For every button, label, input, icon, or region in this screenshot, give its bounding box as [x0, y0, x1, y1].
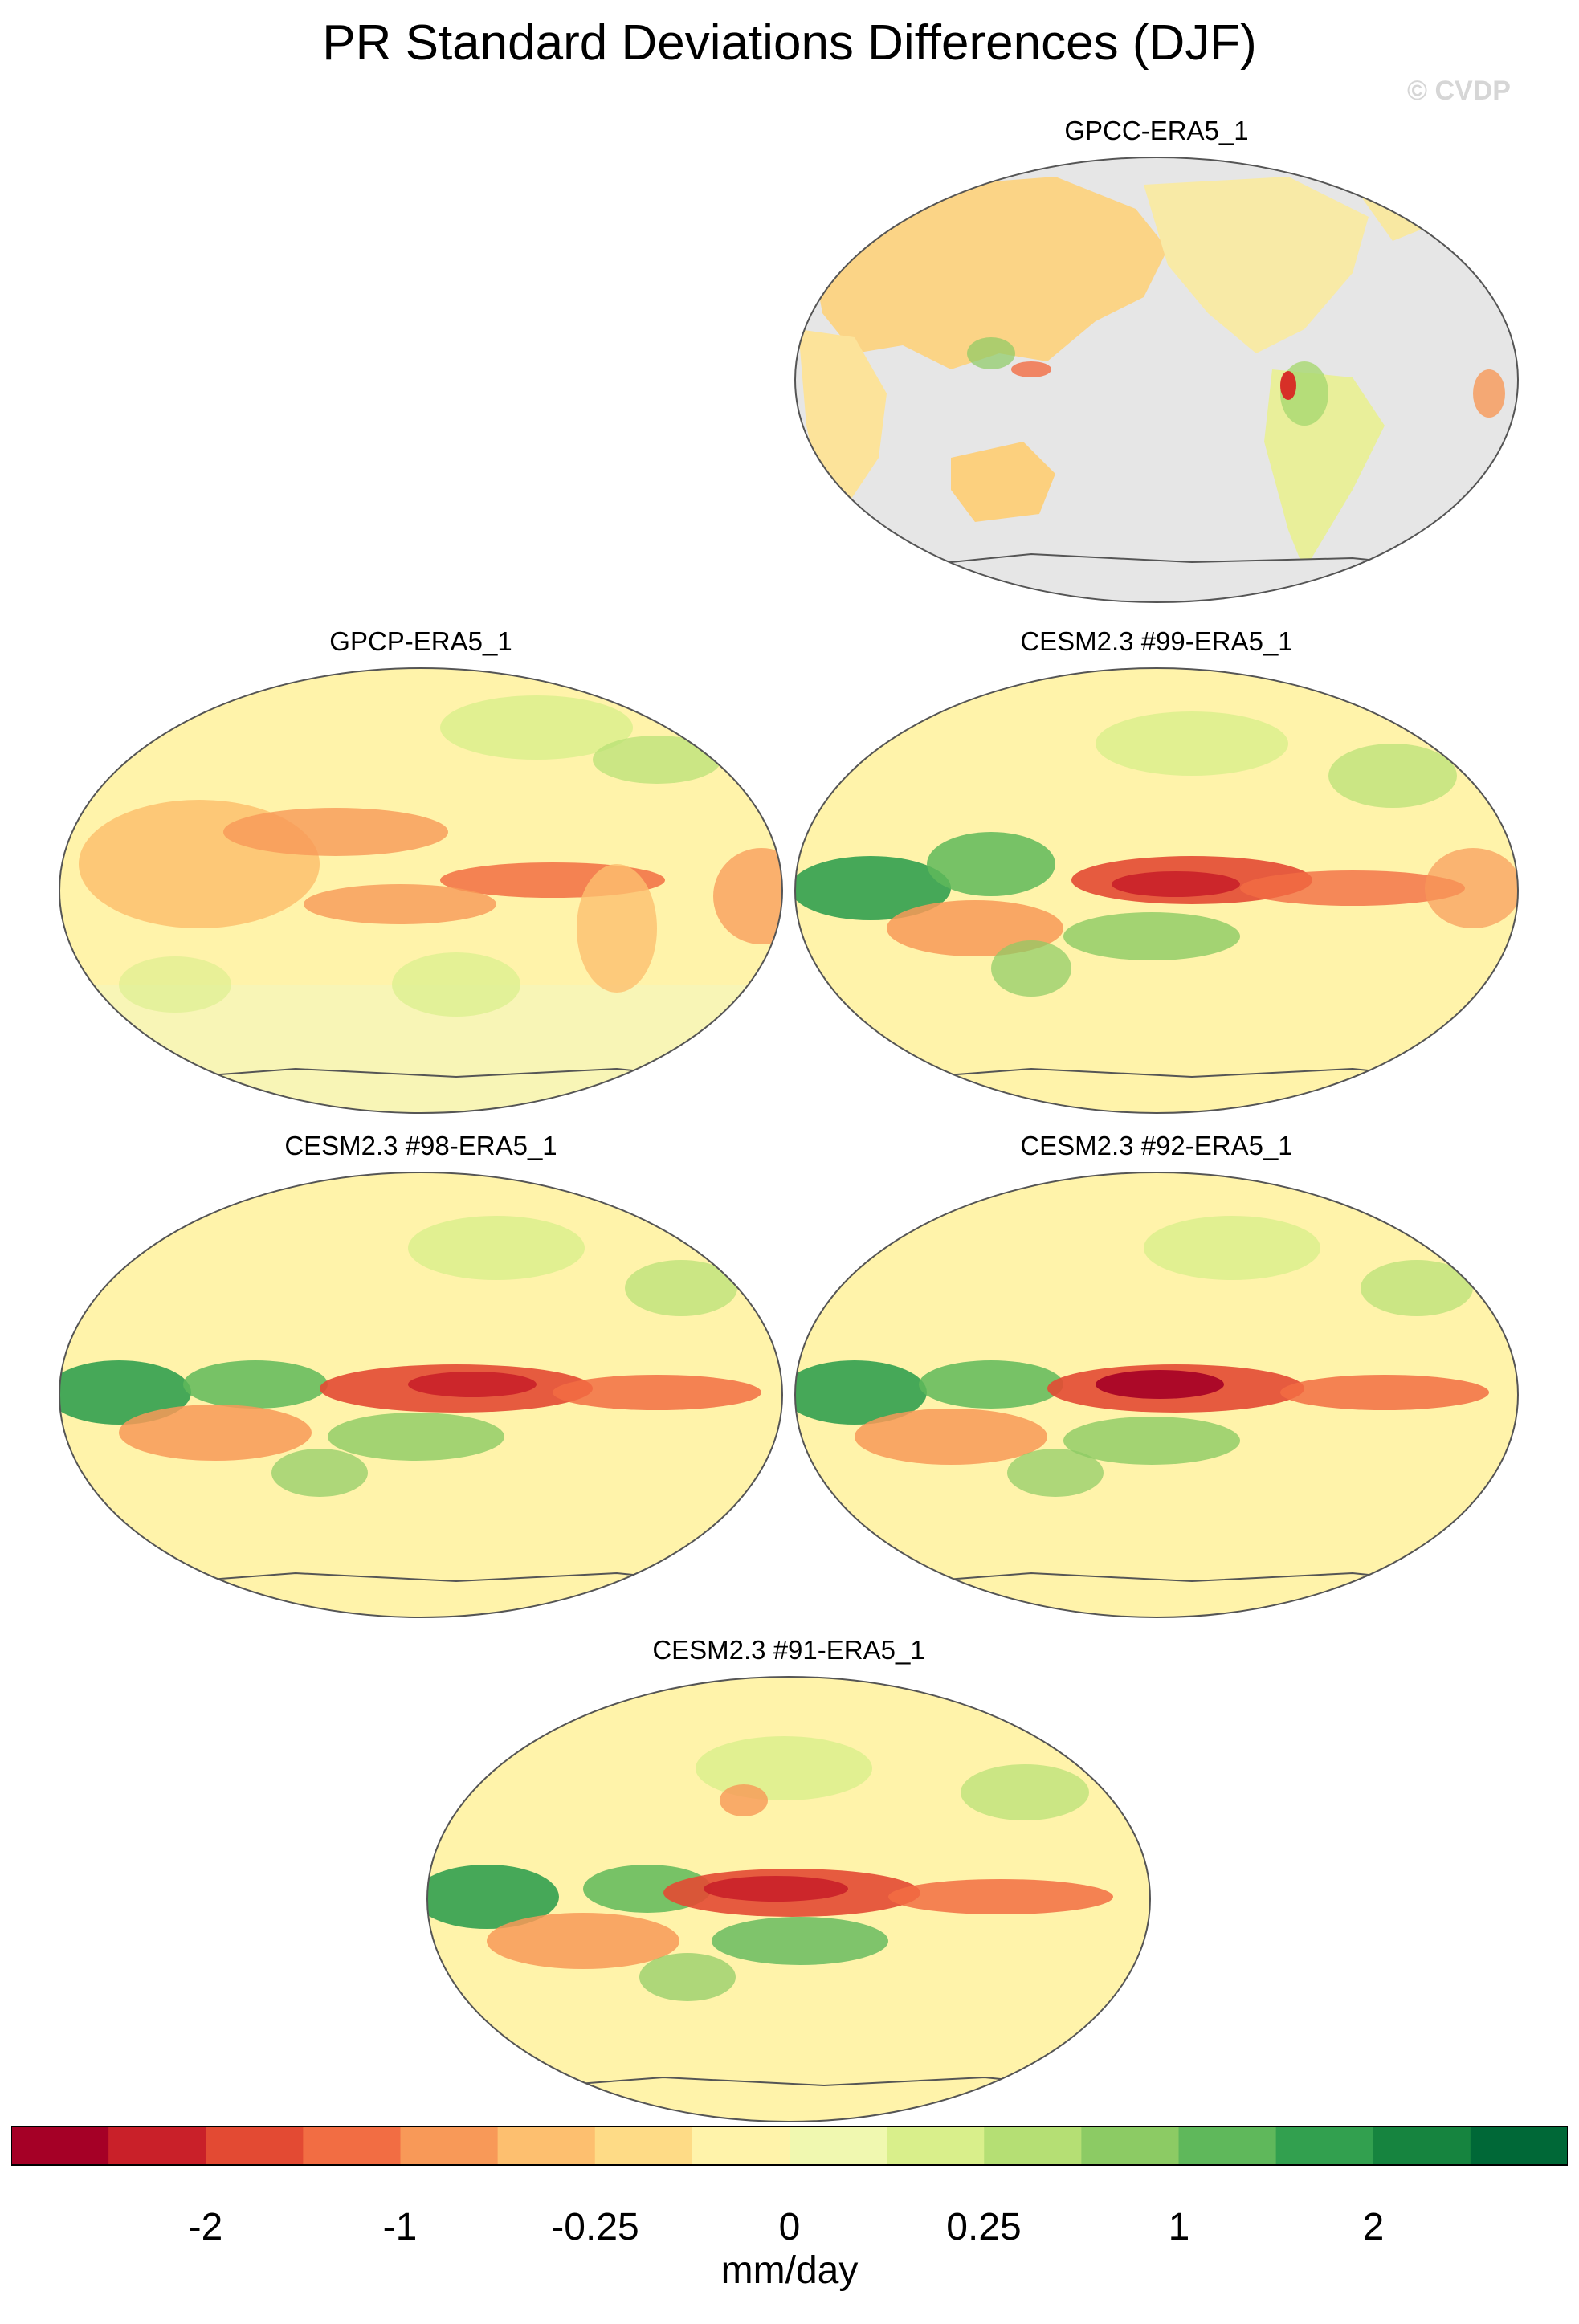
colorbar-box — [1275, 2126, 1374, 2165]
world-map — [59, 1172, 783, 1618]
colorbar-tick-label: 2 — [1362, 2206, 1385, 2249]
colorbar-tick-label: 0.25 — [946, 2206, 1022, 2249]
colorbar-box — [11, 2126, 109, 2165]
colorbar-box — [594, 2126, 693, 2165]
colorbar-box — [790, 2126, 887, 2165]
colorbar-tick-label: 1 — [1168, 2206, 1190, 2249]
figure-title: PR Standard Deviations Differences (DJF) — [322, 15, 1257, 71]
colorbar-box — [1373, 2126, 1471, 2165]
map-panel-gpcc: GPCC-ERA5_1 — [790, 112, 1523, 607]
colorbar-box — [497, 2126, 596, 2165]
world-map — [59, 667, 783, 1114]
world-map — [426, 1676, 1151, 2122]
panel-title: CESM2.3 #92-ERA5_1 — [1020, 1131, 1293, 1160]
world-map — [794, 157, 1519, 603]
map-panel-cesm92: CESM2.3 #92-ERA5_1 — [790, 1127, 1523, 1622]
map-panel-cesm99: CESM2.3 #99-ERA5_1 — [790, 623, 1523, 1118]
colorbar-labels: -2 -1 -0.25 0 0.25 1 2 — [11, 2205, 1568, 2253]
colorbar-box — [692, 2126, 790, 2165]
panel-title: GPCC-ERA5_1 — [1064, 116, 1249, 145]
map-panel-gpcp: GPCP-ERA5_1 — [55, 623, 787, 1118]
colorbar-units: mm/day — [720, 2249, 859, 2292]
map-panel-cesm91: CESM2.3 #91-ERA5_1 — [422, 1632, 1155, 2126]
land-australia — [951, 442, 1055, 522]
colorbar — [11, 2126, 1568, 2166]
map-panel-cesm98: CESM2.3 #98-ERA5_1 — [55, 1127, 787, 1622]
colorbar-tick-label: -1 — [382, 2206, 418, 2249]
panel-title: GPCP-ERA5_1 — [329, 626, 512, 656]
colorbar-box — [1178, 2126, 1277, 2165]
world-map — [794, 667, 1519, 1114]
land-antarctica — [795, 552, 1518, 602]
panel-title: CESM2.3 #91-ERA5_1 — [652, 1635, 925, 1665]
colorbar-box — [108, 2126, 206, 2165]
colorbar-box — [1081, 2126, 1180, 2165]
colorbar-box — [303, 2126, 402, 2165]
colorbar-box — [400, 2126, 499, 2165]
colorbar-box — [887, 2126, 985, 2165]
land-north-america — [1144, 177, 1369, 353]
colorbar-tick-label: -2 — [188, 2206, 223, 2249]
colorbar-box — [206, 2126, 304, 2165]
colorbar-tick-label: -0.25 — [551, 2206, 639, 2249]
colorbar-box — [1470, 2126, 1568, 2165]
colorbar-box — [984, 2126, 1082, 2165]
cvdp-watermark: © CVDP — [1407, 75, 1511, 106]
panel-title: CESM2.3 #98-ERA5_1 — [284, 1131, 557, 1160]
panel-title: CESM2.3 #99-ERA5_1 — [1020, 626, 1293, 656]
world-map — [794, 1172, 1519, 1618]
colorbar-tick-label: 0 — [778, 2206, 801, 2249]
